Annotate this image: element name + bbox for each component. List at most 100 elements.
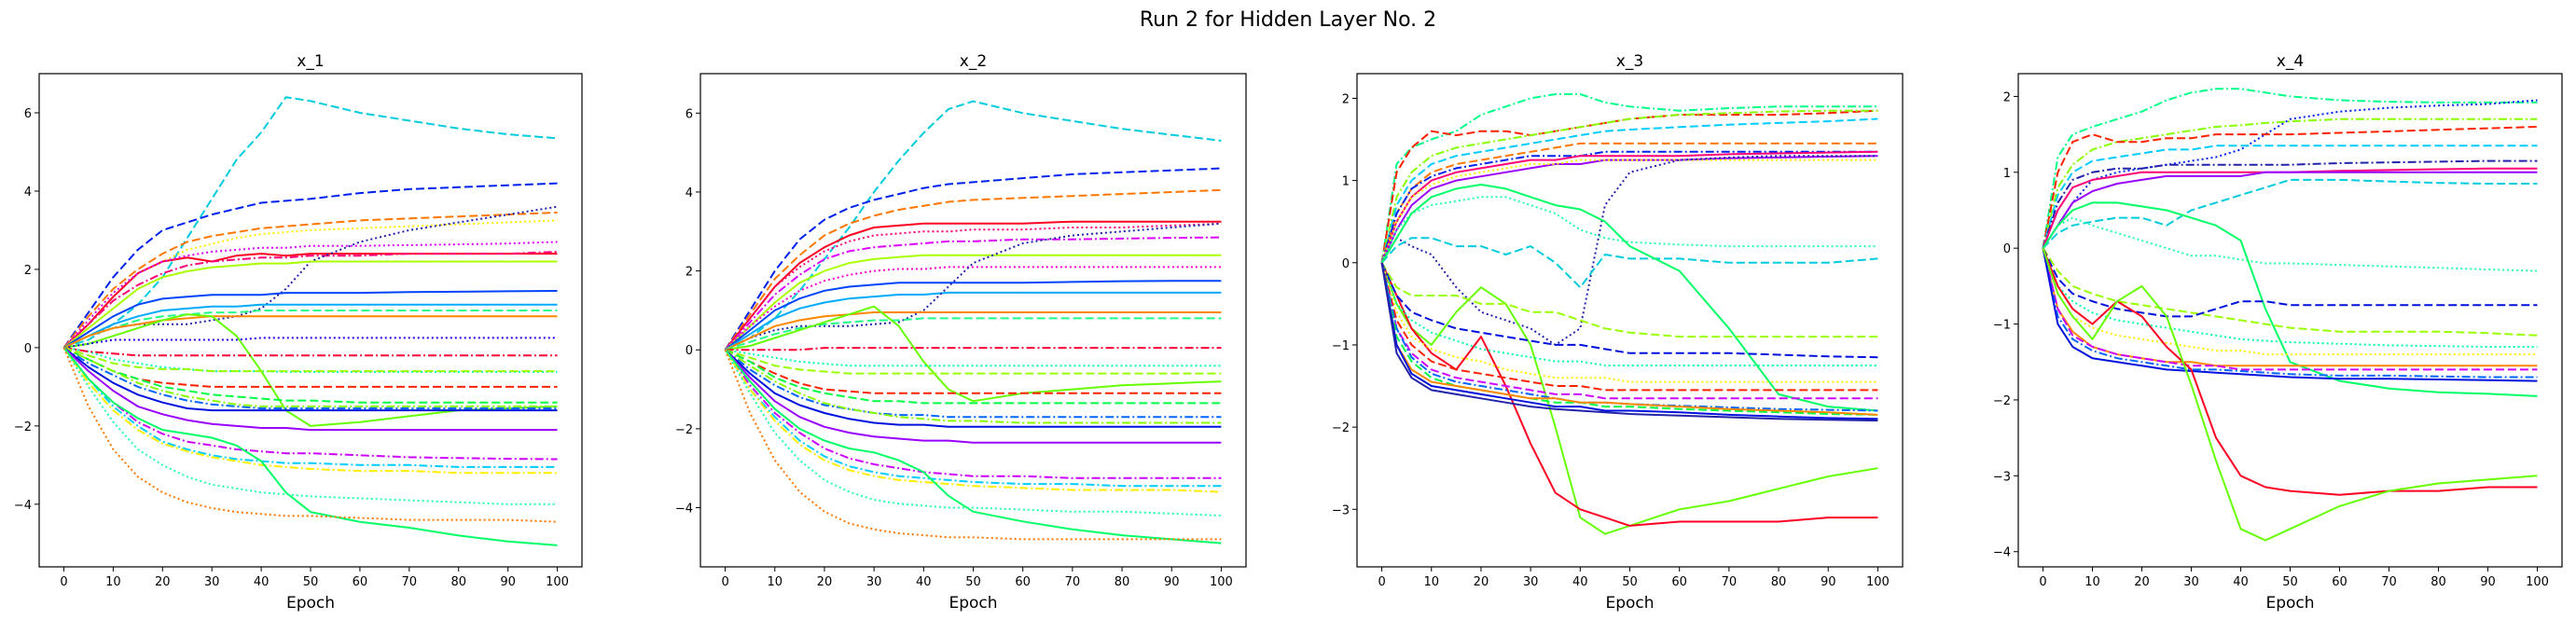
x-tick-label: 100 xyxy=(1866,575,1890,589)
series-line xyxy=(2042,99,2538,249)
series-line xyxy=(63,315,558,349)
panel-4: 0 10 20 30 40 50 60 70 80 90 100 −4 −3 −2 −1 0 1 2 x_4 Epoc… xyxy=(1993,52,2563,613)
x-tick-label: 10 xyxy=(767,575,782,589)
series-line xyxy=(63,346,558,407)
x-tick-label: 80 xyxy=(1771,575,1787,589)
series-line xyxy=(1380,262,1878,359)
series-line xyxy=(1380,262,1878,383)
x-tick-label: 80 xyxy=(2431,575,2446,589)
series-line xyxy=(725,349,1222,405)
series-line xyxy=(1380,262,1878,412)
series-line xyxy=(1380,262,1878,338)
series-line xyxy=(63,346,558,357)
x-tick-label: 100 xyxy=(2526,575,2549,589)
series-group xyxy=(724,100,1222,544)
x-tick-label: 70 xyxy=(1722,575,1738,589)
series-line xyxy=(724,349,1222,428)
series-line xyxy=(1380,262,1878,366)
series-line xyxy=(1380,109,1878,264)
series-line xyxy=(2042,201,2538,397)
panel-title: x_2 xyxy=(960,52,987,71)
series-line xyxy=(725,317,1222,351)
series-line xyxy=(1380,262,1878,416)
series-line xyxy=(1380,262,1878,392)
y-tick-label: 4 xyxy=(24,186,32,200)
y-tick-label: −1 xyxy=(1332,339,1350,353)
series-line xyxy=(63,96,558,349)
y-tick-label: 0 xyxy=(686,344,693,358)
panel-title: x_4 xyxy=(2277,52,2304,71)
series-line xyxy=(725,222,1222,351)
series-line xyxy=(62,212,558,349)
series-line xyxy=(62,347,558,409)
series-line xyxy=(724,280,1222,351)
series-line xyxy=(1380,150,1878,264)
series-line xyxy=(62,260,558,349)
x-tick-label: 0 xyxy=(2039,575,2046,589)
series-line xyxy=(62,347,558,432)
x-tick-label: 20 xyxy=(1474,575,1489,589)
x-axis-label: Epoch xyxy=(286,594,335,613)
x-tick-label: 40 xyxy=(254,575,270,589)
series-line xyxy=(2042,247,2538,348)
series-line xyxy=(1380,93,1878,263)
y-tick-label: −4 xyxy=(1993,546,2011,560)
series-line xyxy=(2042,171,2538,249)
series-line xyxy=(2042,88,2538,249)
series-line xyxy=(1380,155,1878,264)
series-line xyxy=(724,349,1222,541)
series-line xyxy=(724,236,1222,351)
x-tick-label: 60 xyxy=(2332,575,2347,589)
series-line xyxy=(725,349,1222,424)
x-tick-label: 70 xyxy=(1065,575,1081,589)
y-tick-label: 2 xyxy=(686,266,693,280)
series-line xyxy=(2042,247,2538,367)
series-line xyxy=(2042,248,2538,382)
series-line xyxy=(724,167,1222,351)
series-line xyxy=(62,347,558,412)
figure-title: Run 2 for Hidden Layer No. 2 xyxy=(1140,8,1436,32)
series-line xyxy=(724,220,1222,351)
series-line xyxy=(725,349,1222,394)
x-tick-label: 10 xyxy=(1423,575,1439,589)
x-tick-label: 70 xyxy=(402,575,418,589)
panel-title: x_3 xyxy=(1616,52,1643,71)
series-line xyxy=(725,349,1222,375)
series-line xyxy=(63,205,558,349)
series-line xyxy=(1380,196,1878,264)
series-line xyxy=(2042,247,2538,337)
x-tick-label: 40 xyxy=(916,575,932,589)
series-line xyxy=(1380,262,1878,422)
series-line xyxy=(1380,262,1878,400)
x-tick-label: 100 xyxy=(1210,575,1233,589)
series-line xyxy=(62,347,558,468)
series-line xyxy=(63,346,558,404)
series-line xyxy=(1380,109,1878,263)
series-line xyxy=(1380,158,1878,264)
series-line xyxy=(63,303,558,349)
y-tick-label: −3 xyxy=(1332,503,1350,517)
panel-1: 0 10 20 30 40 50 60 70 80 90 100 −4 −2 0 2 4 6 x_1 Epoch xyxy=(14,52,583,613)
series-line xyxy=(1380,262,1878,527)
series-line xyxy=(2042,117,2538,249)
x-tick-label: 50 xyxy=(965,575,981,589)
series-line xyxy=(63,337,558,349)
x-tick-label: 40 xyxy=(1572,575,1588,589)
series-line xyxy=(2042,145,2538,249)
series-line xyxy=(2042,159,2538,249)
series-line xyxy=(63,346,558,373)
series-line xyxy=(63,313,558,427)
series-line xyxy=(724,349,1222,479)
series-line xyxy=(725,347,1222,351)
y-tick-label: 4 xyxy=(686,186,693,200)
x-tick-label: 10 xyxy=(105,575,121,589)
series-line xyxy=(62,182,558,349)
series-line xyxy=(1380,142,1878,264)
axes-frame xyxy=(1356,73,1904,568)
y-tick-label: −3 xyxy=(1993,470,2011,484)
x-axis-label: Epoch xyxy=(1605,594,1654,613)
x-tick-label: 90 xyxy=(2480,575,2496,589)
series-line xyxy=(62,347,558,523)
series-line xyxy=(724,349,1222,517)
series-line xyxy=(1380,262,1878,420)
